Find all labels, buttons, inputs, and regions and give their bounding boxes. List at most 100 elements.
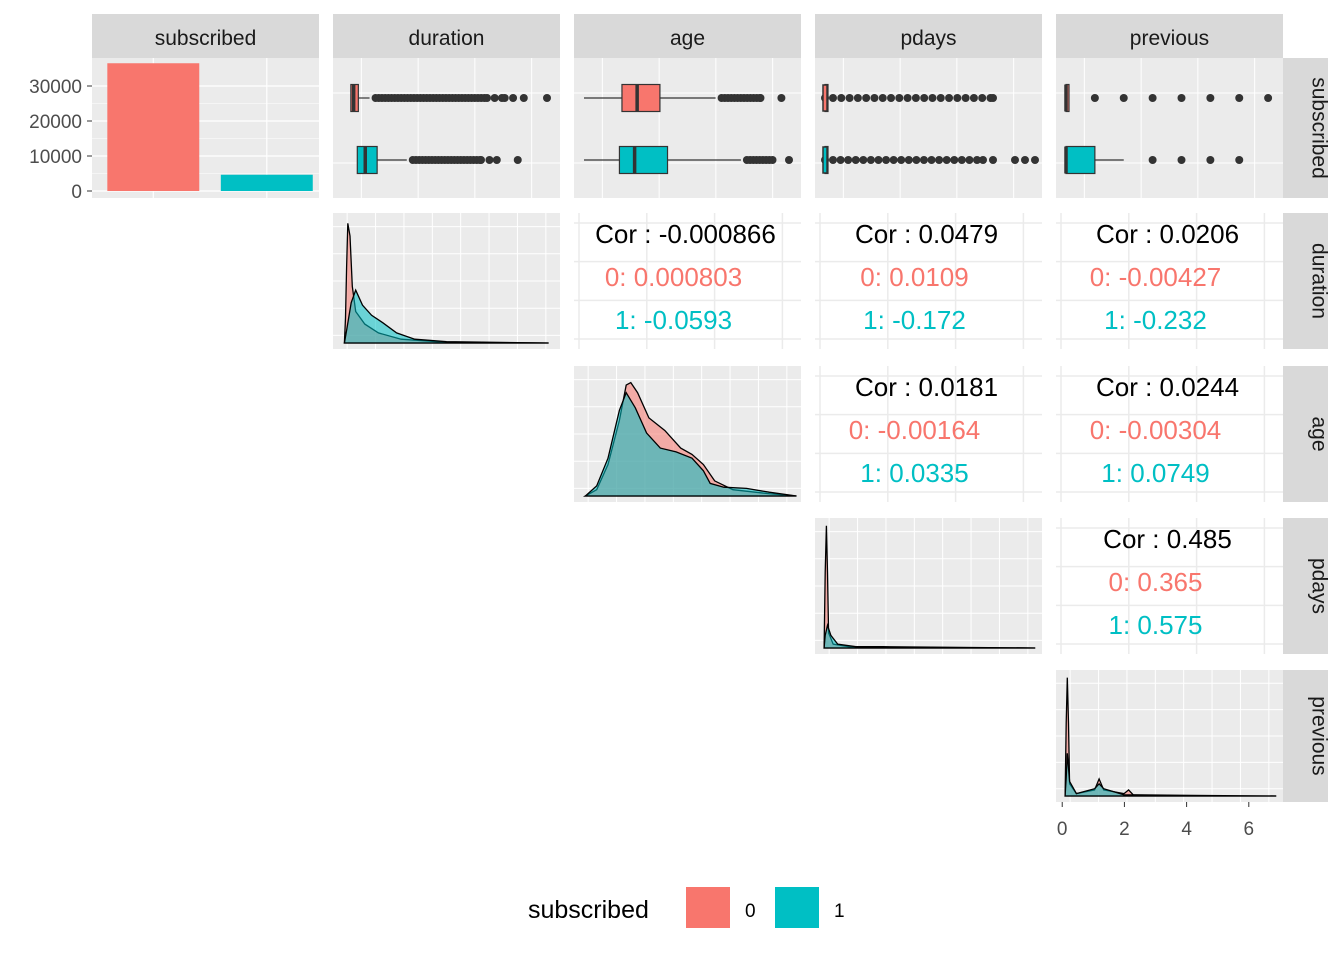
panel-background [815, 58, 1042, 198]
cor-group-0: 0: 0.365 [1109, 567, 1203, 597]
box-panel-pdays [815, 58, 1042, 198]
outlier-point [756, 94, 764, 102]
outlier-point [543, 94, 551, 102]
strip-right-label-age: age [1308, 416, 1331, 451]
cor-overall: Cor : -0.000866 [595, 219, 776, 249]
cor-group-1: 1: -0.172 [863, 305, 966, 335]
box-age-0 [622, 85, 660, 112]
y-tick-label: 0 [71, 182, 82, 203]
cor-group-1: 1: 0.575 [1109, 610, 1203, 640]
outlier-point [844, 156, 852, 164]
strip-top-label-duration: duration [409, 27, 485, 50]
strip-right-label-subscribed: subscribed [1308, 77, 1331, 179]
outlier-point [854, 94, 862, 102]
outlier-point [837, 156, 845, 164]
outlier-point [912, 156, 920, 164]
strip-top-label-previous: previous [1130, 27, 1209, 50]
cor-group-0: 0: 0.000803 [605, 262, 742, 292]
outlier-point [483, 94, 491, 102]
outlier-point [1120, 94, 1128, 102]
outlier-point [920, 94, 928, 102]
outlier-point [895, 94, 903, 102]
cor-panel-duration-previous: Cor : 0.0206 0: -0.00427 1: -0.232 [1056, 213, 1283, 349]
strip-right-label-previous: previous [1308, 696, 1331, 775]
outlier-point [1011, 156, 1019, 164]
outlier-point [950, 156, 958, 164]
box-pdays-0 [823, 85, 827, 111]
cor-group-0: 0: 0.0109 [860, 262, 968, 292]
bar-subscribed-0 [107, 63, 199, 191]
strip-top-label-pdays: pdays [900, 27, 956, 50]
legend-key-0 [686, 887, 730, 928]
x-tick-label: 2 [1119, 819, 1130, 840]
outlier-point [1177, 156, 1185, 164]
outlier-point [1206, 156, 1214, 164]
outlier-point [1031, 156, 1039, 164]
cor-group-1: 1: -0.0593 [615, 305, 732, 335]
legend-key-1 [775, 887, 819, 928]
cor-group-0: 0: -0.00164 [849, 415, 981, 445]
density-panel-age [574, 366, 801, 502]
outlier-point [943, 156, 951, 164]
outlier-point [958, 156, 966, 164]
cor-group-1: 1: -0.232 [1104, 305, 1207, 335]
x-tick-label: 0 [1057, 819, 1068, 840]
outlier-point [989, 156, 997, 164]
cor-overall: Cor : 0.0244 [1096, 372, 1239, 402]
outlier-point [937, 94, 945, 102]
outlier-point [962, 94, 970, 102]
outlier-point [1264, 94, 1272, 102]
outlier-point [1149, 156, 1157, 164]
panel-background [1056, 58, 1283, 198]
outlier-point [477, 156, 485, 164]
density-panel-duration [333, 213, 560, 349]
outlier-point [1091, 94, 1099, 102]
box-duration-1 [357, 147, 377, 174]
outlier-point [1206, 94, 1214, 102]
cor-group-0: 0: -0.00304 [1090, 415, 1222, 445]
bar-subscribed-1 [221, 175, 313, 191]
strip-top-label-subscribed: subscribed [155, 27, 257, 50]
outlier-point [491, 94, 499, 102]
outlier-point [862, 94, 870, 102]
cor-panel-duration-age: Cor : -0.000866 0: 0.000803 1: -0.0593 [574, 213, 801, 349]
legend: subscribed 0 1 [528, 887, 845, 928]
y-tick-label: 30000 [29, 77, 82, 98]
outlier-point [1235, 156, 1243, 164]
outlier-point [970, 94, 978, 102]
box-panel-previous [1056, 58, 1283, 198]
outlier-point [905, 156, 913, 164]
outlier-point [874, 156, 882, 164]
outlier-point [829, 156, 837, 164]
outlier-point [1149, 94, 1157, 102]
legend-label-0: 0 [745, 901, 756, 922]
y-tick-label: 10000 [29, 147, 82, 168]
outlier-point [920, 156, 928, 164]
legend-label-1: 1 [834, 901, 845, 922]
outlier-point [846, 94, 854, 102]
cor-panel-duration-pdays: Cor : 0.0479 0: 0.0109 1: -0.172 [815, 213, 1042, 349]
cor-overall: Cor : 0.485 [1103, 524, 1232, 554]
cor-panel-pdays-previous: Cor : 0.485 0: 0.365 1: 0.575 [1056, 518, 1283, 654]
density-panel-pdays [815, 518, 1042, 654]
box-pdays-1 [823, 147, 827, 173]
density-panel-previous [1056, 670, 1283, 802]
cor-group-0: 0: -0.00427 [1090, 262, 1222, 292]
x-tick-label: 6 [1244, 819, 1255, 840]
outlier-point [935, 156, 943, 164]
box-previous-1 [1066, 147, 1095, 174]
outlier-point [829, 94, 837, 102]
outlier-point [904, 94, 912, 102]
outlier-point [493, 156, 501, 164]
strip-top-label-age: age [670, 27, 705, 50]
outlier-point [514, 156, 522, 164]
outlier-point [882, 156, 890, 164]
cor-group-1: 1: 0.0335 [860, 458, 968, 488]
outlier-point [498, 94, 506, 102]
outlier-point [912, 94, 920, 102]
y-tick-label: 20000 [29, 112, 82, 133]
outlier-point [859, 156, 867, 164]
legend-title: subscribed [528, 896, 649, 924]
cor-overall: Cor : 0.0479 [855, 219, 998, 249]
outlier-point [1177, 94, 1185, 102]
